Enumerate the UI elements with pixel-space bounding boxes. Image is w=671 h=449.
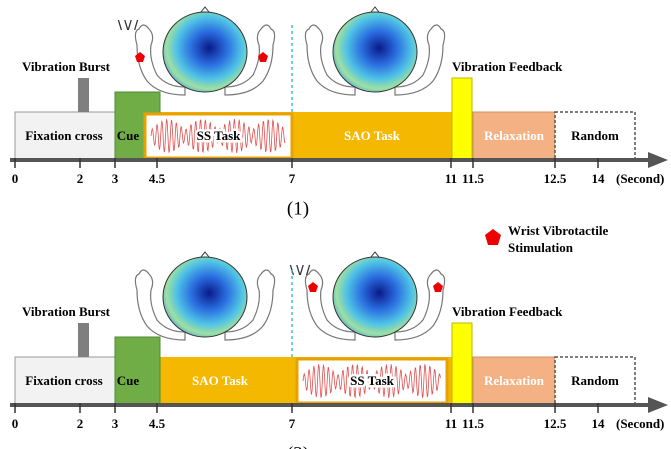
label: Vibration Feedback (452, 304, 563, 319)
block-label: SS Task (197, 128, 242, 143)
tick-label: 4.5 (149, 416, 166, 431)
arm (134, 269, 186, 341)
arm (394, 24, 446, 96)
nose (370, 6, 380, 13)
vibrotactile-marker (135, 52, 145, 62)
block-label: Relaxation (484, 373, 545, 388)
nose (370, 251, 380, 258)
arm (394, 269, 446, 341)
ss-waveform (302, 363, 441, 399)
caption: (1) (287, 198, 309, 219)
eeg-topomap (332, 256, 418, 338)
tick-label: 2 (77, 171, 84, 186)
burst-bar (78, 78, 89, 112)
ss-waveform (150, 118, 286, 154)
block-label: SS Task (197, 128, 242, 143)
vibration-symbol (299, 264, 304, 276)
label: Vibration Burst (22, 304, 111, 319)
tick-label: 7 (289, 416, 296, 431)
tick-label: 11 (445, 416, 457, 431)
block-label: Random (571, 373, 619, 388)
eeg-topomap (162, 256, 248, 338)
feedback-bar (451, 77, 473, 161)
tick-label: 14 (592, 171, 606, 186)
tick-label: 11.5 (462, 171, 485, 186)
tick-label: 4.5 (149, 171, 166, 186)
arm (224, 269, 276, 341)
timeline-arrow (648, 397, 668, 413)
tick-label: 11.5 (462, 416, 485, 431)
tick-label: 12.5 (544, 416, 567, 431)
tick-label: 14 (592, 416, 606, 431)
arm (224, 24, 276, 96)
label: Vibration Feedback (452, 59, 563, 74)
legend-marker (485, 229, 501, 245)
tick-label: 7 (289, 171, 296, 186)
tick-label: 0 (12, 416, 19, 431)
vibration-symbol (124, 19, 129, 31)
timeline-arrow (648, 152, 668, 168)
eeg-topomap (332, 11, 418, 93)
tick-label: 2 (77, 416, 84, 431)
cue-block (114, 336, 161, 406)
tick-label: 11 (445, 171, 457, 186)
tick-label: 0 (12, 171, 19, 186)
vibrotactile-marker (258, 52, 268, 62)
feedback-bar (451, 322, 473, 406)
random-block (554, 356, 636, 406)
unit-label: (Second) (616, 171, 664, 186)
block-label: SS Task (350, 373, 395, 388)
block-label: SAO Task (192, 373, 249, 388)
burst-bar (78, 323, 89, 357)
legend-label: Wrist Vibrotactile (508, 223, 608, 238)
eeg-topomap (162, 11, 248, 93)
caption: (2) (287, 443, 309, 449)
unit-label: (Second) (616, 416, 664, 431)
vibration-symbol (133, 19, 139, 31)
block-label: Fixation cross (25, 373, 102, 388)
vibration-symbol (296, 264, 301, 276)
tick-label: 3 (112, 171, 119, 186)
tick-label: 12.5 (544, 171, 567, 186)
block-label: Relaxation (484, 128, 545, 143)
relaxation-block (472, 356, 556, 406)
nose (200, 251, 210, 258)
arm (134, 24, 186, 96)
block-label: SS Task (350, 373, 395, 388)
vibration-symbol (117, 19, 123, 31)
legend-label: Stimulation (508, 240, 574, 255)
vibration-symbol (305, 264, 311, 276)
vibration-symbol (127, 19, 132, 31)
relaxation-block (472, 111, 556, 161)
block-label: Random (571, 128, 619, 143)
vibrotactile-marker (308, 282, 318, 292)
block-label: Cue (117, 128, 140, 143)
label: Vibration Burst (22, 59, 111, 74)
tick-label: 3 (112, 416, 119, 431)
block-label: Cue (117, 373, 140, 388)
vibrotactile-marker (433, 282, 443, 292)
block-label: SAO Task (344, 128, 401, 143)
arm (304, 269, 356, 341)
nose (200, 6, 210, 13)
arm (304, 24, 356, 96)
block-label: Fixation cross (25, 128, 102, 143)
